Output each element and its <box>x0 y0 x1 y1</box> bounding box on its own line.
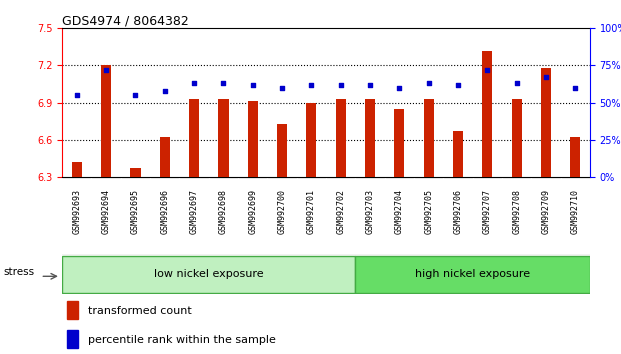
Text: GSM992706: GSM992706 <box>453 189 463 234</box>
Point <box>424 80 433 86</box>
Text: transformed count: transformed count <box>89 306 193 316</box>
Point <box>130 92 140 98</box>
Text: GSM992708: GSM992708 <box>512 189 521 234</box>
Text: GSM992695: GSM992695 <box>131 189 140 234</box>
Point <box>453 82 463 88</box>
Bar <box>160 137 170 177</box>
Bar <box>277 124 287 177</box>
Text: GSM992705: GSM992705 <box>424 189 433 234</box>
Text: GSM992710: GSM992710 <box>571 189 580 234</box>
Text: GSM992700: GSM992700 <box>278 189 286 234</box>
Bar <box>424 99 434 177</box>
Point <box>394 85 404 91</box>
Bar <box>67 330 78 348</box>
Bar <box>394 109 404 177</box>
Bar <box>365 99 375 177</box>
Text: GSM992698: GSM992698 <box>219 189 228 234</box>
Bar <box>67 301 78 319</box>
Bar <box>512 99 522 177</box>
Bar <box>482 51 492 177</box>
Point <box>512 80 522 86</box>
Bar <box>570 137 581 177</box>
Point <box>189 80 199 86</box>
Point <box>248 82 258 88</box>
Point <box>541 75 551 80</box>
Bar <box>453 131 463 177</box>
Text: GSM992694: GSM992694 <box>102 189 111 234</box>
Bar <box>306 103 317 177</box>
Text: GSM992703: GSM992703 <box>366 189 374 234</box>
FancyBboxPatch shape <box>62 256 355 293</box>
Text: GSM992697: GSM992697 <box>189 189 199 234</box>
Text: stress: stress <box>3 267 34 278</box>
Text: GSM992707: GSM992707 <box>483 189 492 234</box>
Point <box>277 85 287 91</box>
Text: low nickel exposure: low nickel exposure <box>154 269 263 279</box>
Point <box>160 88 170 93</box>
Bar <box>335 99 346 177</box>
Bar <box>189 99 199 177</box>
Point <box>336 82 346 88</box>
Text: GSM992704: GSM992704 <box>395 189 404 234</box>
Text: GSM992701: GSM992701 <box>307 189 316 234</box>
Bar <box>218 99 229 177</box>
Point <box>72 92 82 98</box>
Point <box>570 85 580 91</box>
Text: high nickel exposure: high nickel exposure <box>415 269 530 279</box>
Text: GSM992696: GSM992696 <box>160 189 170 234</box>
Text: GSM992693: GSM992693 <box>72 189 81 234</box>
Bar <box>71 162 82 177</box>
Point <box>483 67 492 73</box>
Point <box>365 82 375 88</box>
Text: GSM992702: GSM992702 <box>336 189 345 234</box>
Text: GDS4974 / 8064382: GDS4974 / 8064382 <box>62 14 189 27</box>
Bar <box>130 168 140 177</box>
Point <box>306 82 316 88</box>
Bar <box>101 65 111 177</box>
Point <box>101 67 111 73</box>
Text: GSM992709: GSM992709 <box>542 189 550 234</box>
Text: percentile rank within the sample: percentile rank within the sample <box>89 335 276 344</box>
Point <box>219 80 229 86</box>
Bar <box>248 101 258 177</box>
Bar <box>541 68 551 177</box>
Text: GSM992699: GSM992699 <box>248 189 257 234</box>
FancyBboxPatch shape <box>355 256 590 293</box>
